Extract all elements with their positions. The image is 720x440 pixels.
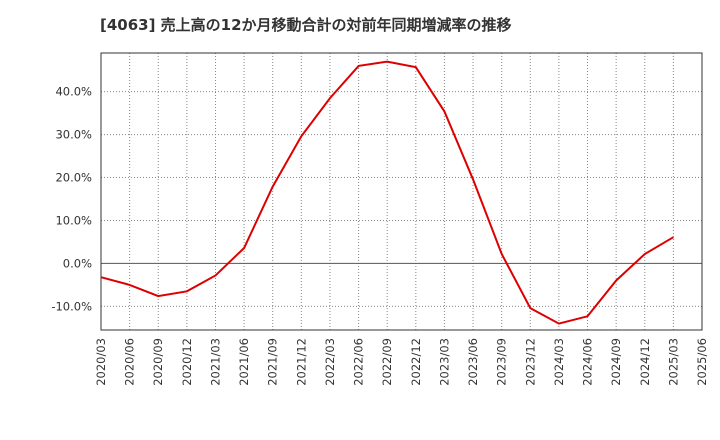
y-tick-label: 20.0% (55, 171, 92, 185)
x-axis: 2020/03 2020/06 2020/09 2020/12 2021/03 2021/… (94, 338, 709, 386)
grid (100, 53, 703, 330)
x-tick-label: 2024/06 (581, 338, 595, 386)
x-tick-label: 2025/03 (666, 338, 680, 386)
y-tick-label: 40.0% (55, 85, 92, 99)
x-tick-label: 2022/06 (352, 338, 366, 386)
y-tick-label: -10.0% (51, 299, 92, 313)
x-tick-label: 2021/03 (208, 338, 222, 386)
x-tick-label: 2025/06 (695, 338, 709, 386)
series-line (100, 60, 674, 325)
x-tick-label: 2022/03 (323, 338, 337, 386)
x-tick-label: 2024/03 (552, 338, 566, 386)
x-tick-label: 2022/09 (380, 338, 394, 386)
x-tick-label: 2024/09 (609, 338, 623, 386)
x-tick-label: 2023/03 (437, 338, 451, 386)
x-tick-label: 2021/12 (294, 338, 308, 386)
x-tick-label: 2021/06 (237, 338, 251, 386)
x-tick-label: 2020/06 (123, 338, 137, 386)
y-axis: -10.0% 0.0% 10.0% 20.0% 30.0% 40.0% (51, 85, 92, 314)
chart-title: [4063] 売上高の12か月移動合計の対前年同期増減率の推移 (100, 16, 512, 34)
x-tick-label: 2020/09 (151, 338, 165, 386)
y-tick-label: 10.0% (55, 213, 92, 227)
x-tick-label: 2023/09 (495, 338, 509, 386)
x-tick-label: 2023/12 (523, 338, 537, 386)
x-tick-label: 2022/12 (409, 338, 423, 386)
y-tick-label: 0.0% (63, 256, 92, 270)
y-tick-label: 30.0% (55, 128, 92, 142)
x-tick-label: 2020/03 (94, 338, 108, 386)
x-tick-label: 2023/06 (466, 338, 480, 386)
x-tick-label: 2020/12 (180, 338, 194, 386)
x-tick-label: 2021/09 (266, 338, 280, 386)
plot-frame (100, 52, 703, 331)
x-tick-label: 2024/12 (638, 338, 652, 386)
